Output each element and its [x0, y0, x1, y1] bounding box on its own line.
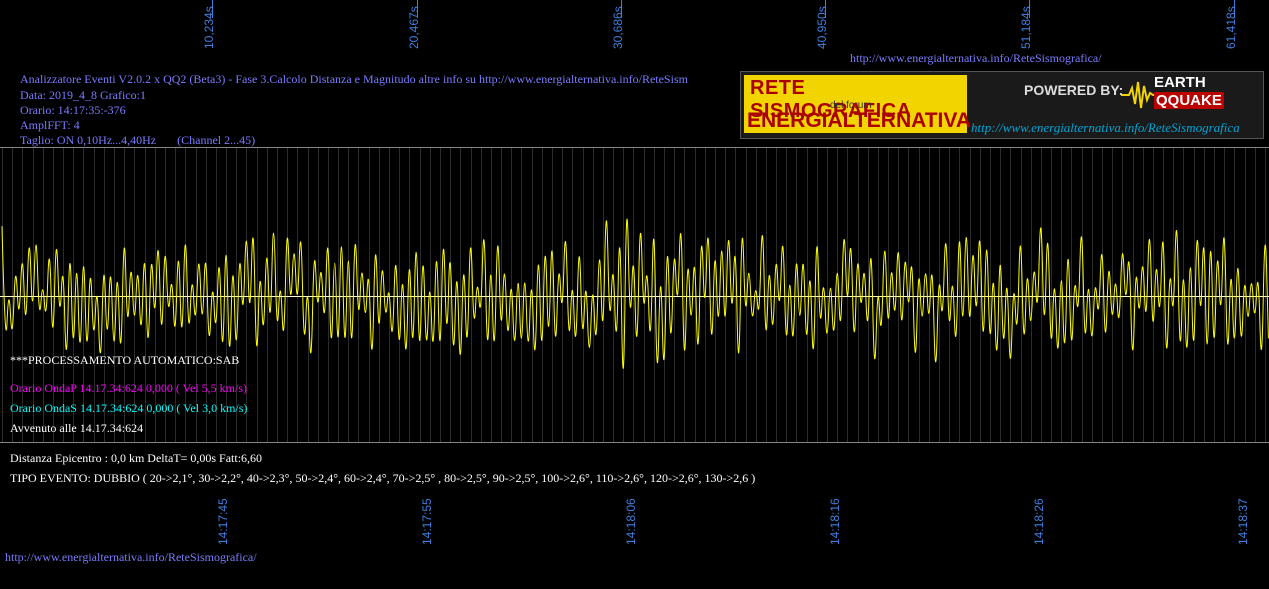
trace-group	[1, 218, 1269, 369]
logo-brand-bottom: QQUAKE	[1154, 92, 1224, 109]
wave-s-time: Orario OndaS 14.17.34:624 0,000 ( Vel 3,…	[10, 401, 248, 415]
event-type: TIPO EVENTO: DUBBIO ( 20->2,1°, 30->2,2°…	[10, 471, 756, 485]
header-date: Data: 2019_4_8 Grafico:1	[20, 88, 146, 102]
wave-p-time: Orario OndaP 14.17.34:624 0,000 ( Vel 5,…	[10, 381, 247, 395]
bottom-axis-tick-label: 14:17:45	[216, 498, 230, 545]
top-axis-tick-label: 51,184s	[1019, 6, 1033, 49]
top-axis-tick-label: 40,950s	[815, 6, 829, 49]
bottom-axis-tick-label: 14:18:06	[624, 498, 638, 545]
bottom-axis-tick-label: 14:17:55	[420, 498, 434, 545]
logo-url[interactable]: http://www.energialternativa.info/ReteSi…	[971, 120, 1240, 135]
occurred-time: Avvenuto alle 14.17.34:624	[10, 421, 144, 435]
header-title: Analizzatore Eventi V2.0.2 x QQ2 (Beta3)…	[20, 72, 688, 86]
header-time: Orario: 14:17:35:-376	[20, 103, 126, 117]
epicenter-distance: Distanza Epicentro : 0,0 km DeltaT= 0,00…	[10, 451, 263, 465]
logo-brand-top: EARTH	[1154, 74, 1206, 91]
logo-title-top: RETE SISMOGRAFICA	[750, 77, 912, 122]
rete-sismografica-logo: RETE SISMOGRAFICA del forum ENERGIALTERN…	[740, 71, 1264, 139]
bottom-axis-tick-label: 14:18:37	[1236, 498, 1250, 545]
processing-label: ***PROCESSAMENTO AUTOMATICO:SAB	[10, 353, 240, 367]
bottom-axis-tick-label: 14:18:26	[1032, 498, 1046, 545]
seismic-wave-icon	[1121, 81, 1161, 109]
top-axis-tick-label: 20,467s	[407, 6, 421, 49]
top-axis-tick-label: 30,686s	[611, 6, 625, 49]
logo-title-bottom: ENERGIALTERNATIVA	[747, 109, 971, 132]
top-url-link[interactable]: http://www.energialternativa.info/ReteSi…	[850, 51, 1102, 65]
top-axis-tick-label: 61,418s	[1224, 6, 1238, 49]
bottom-url[interactable]: http://www.energialternativa.info/ReteSi…	[5, 550, 257, 565]
logo-yellow-panel: RETE SISMOGRAFICA del forum ENERGIALTERN…	[744, 75, 971, 133]
logo-title-mid: del forum	[830, 100, 872, 111]
logo-powered-by: POWERED BY:	[1024, 82, 1124, 98]
chart-grid	[0, 0, 1269, 443]
top-url[interactable]: http://www.energialternativa.info/ReteSi…	[850, 51, 1102, 66]
bottom-axis-tick-label: 14:18:16	[828, 498, 842, 545]
top-axis-tick-label: 10,234s	[202, 6, 216, 49]
bottom-url-link[interactable]: http://www.energialternativa.info/ReteSi…	[5, 550, 257, 564]
seismogram-trace	[1, 218, 1269, 369]
header-filter: Taglio: ON 0,10Hz...4,40Hz (Channel 2...…	[20, 133, 256, 147]
header-amplfft: AmplFFT: 4	[20, 118, 80, 132]
